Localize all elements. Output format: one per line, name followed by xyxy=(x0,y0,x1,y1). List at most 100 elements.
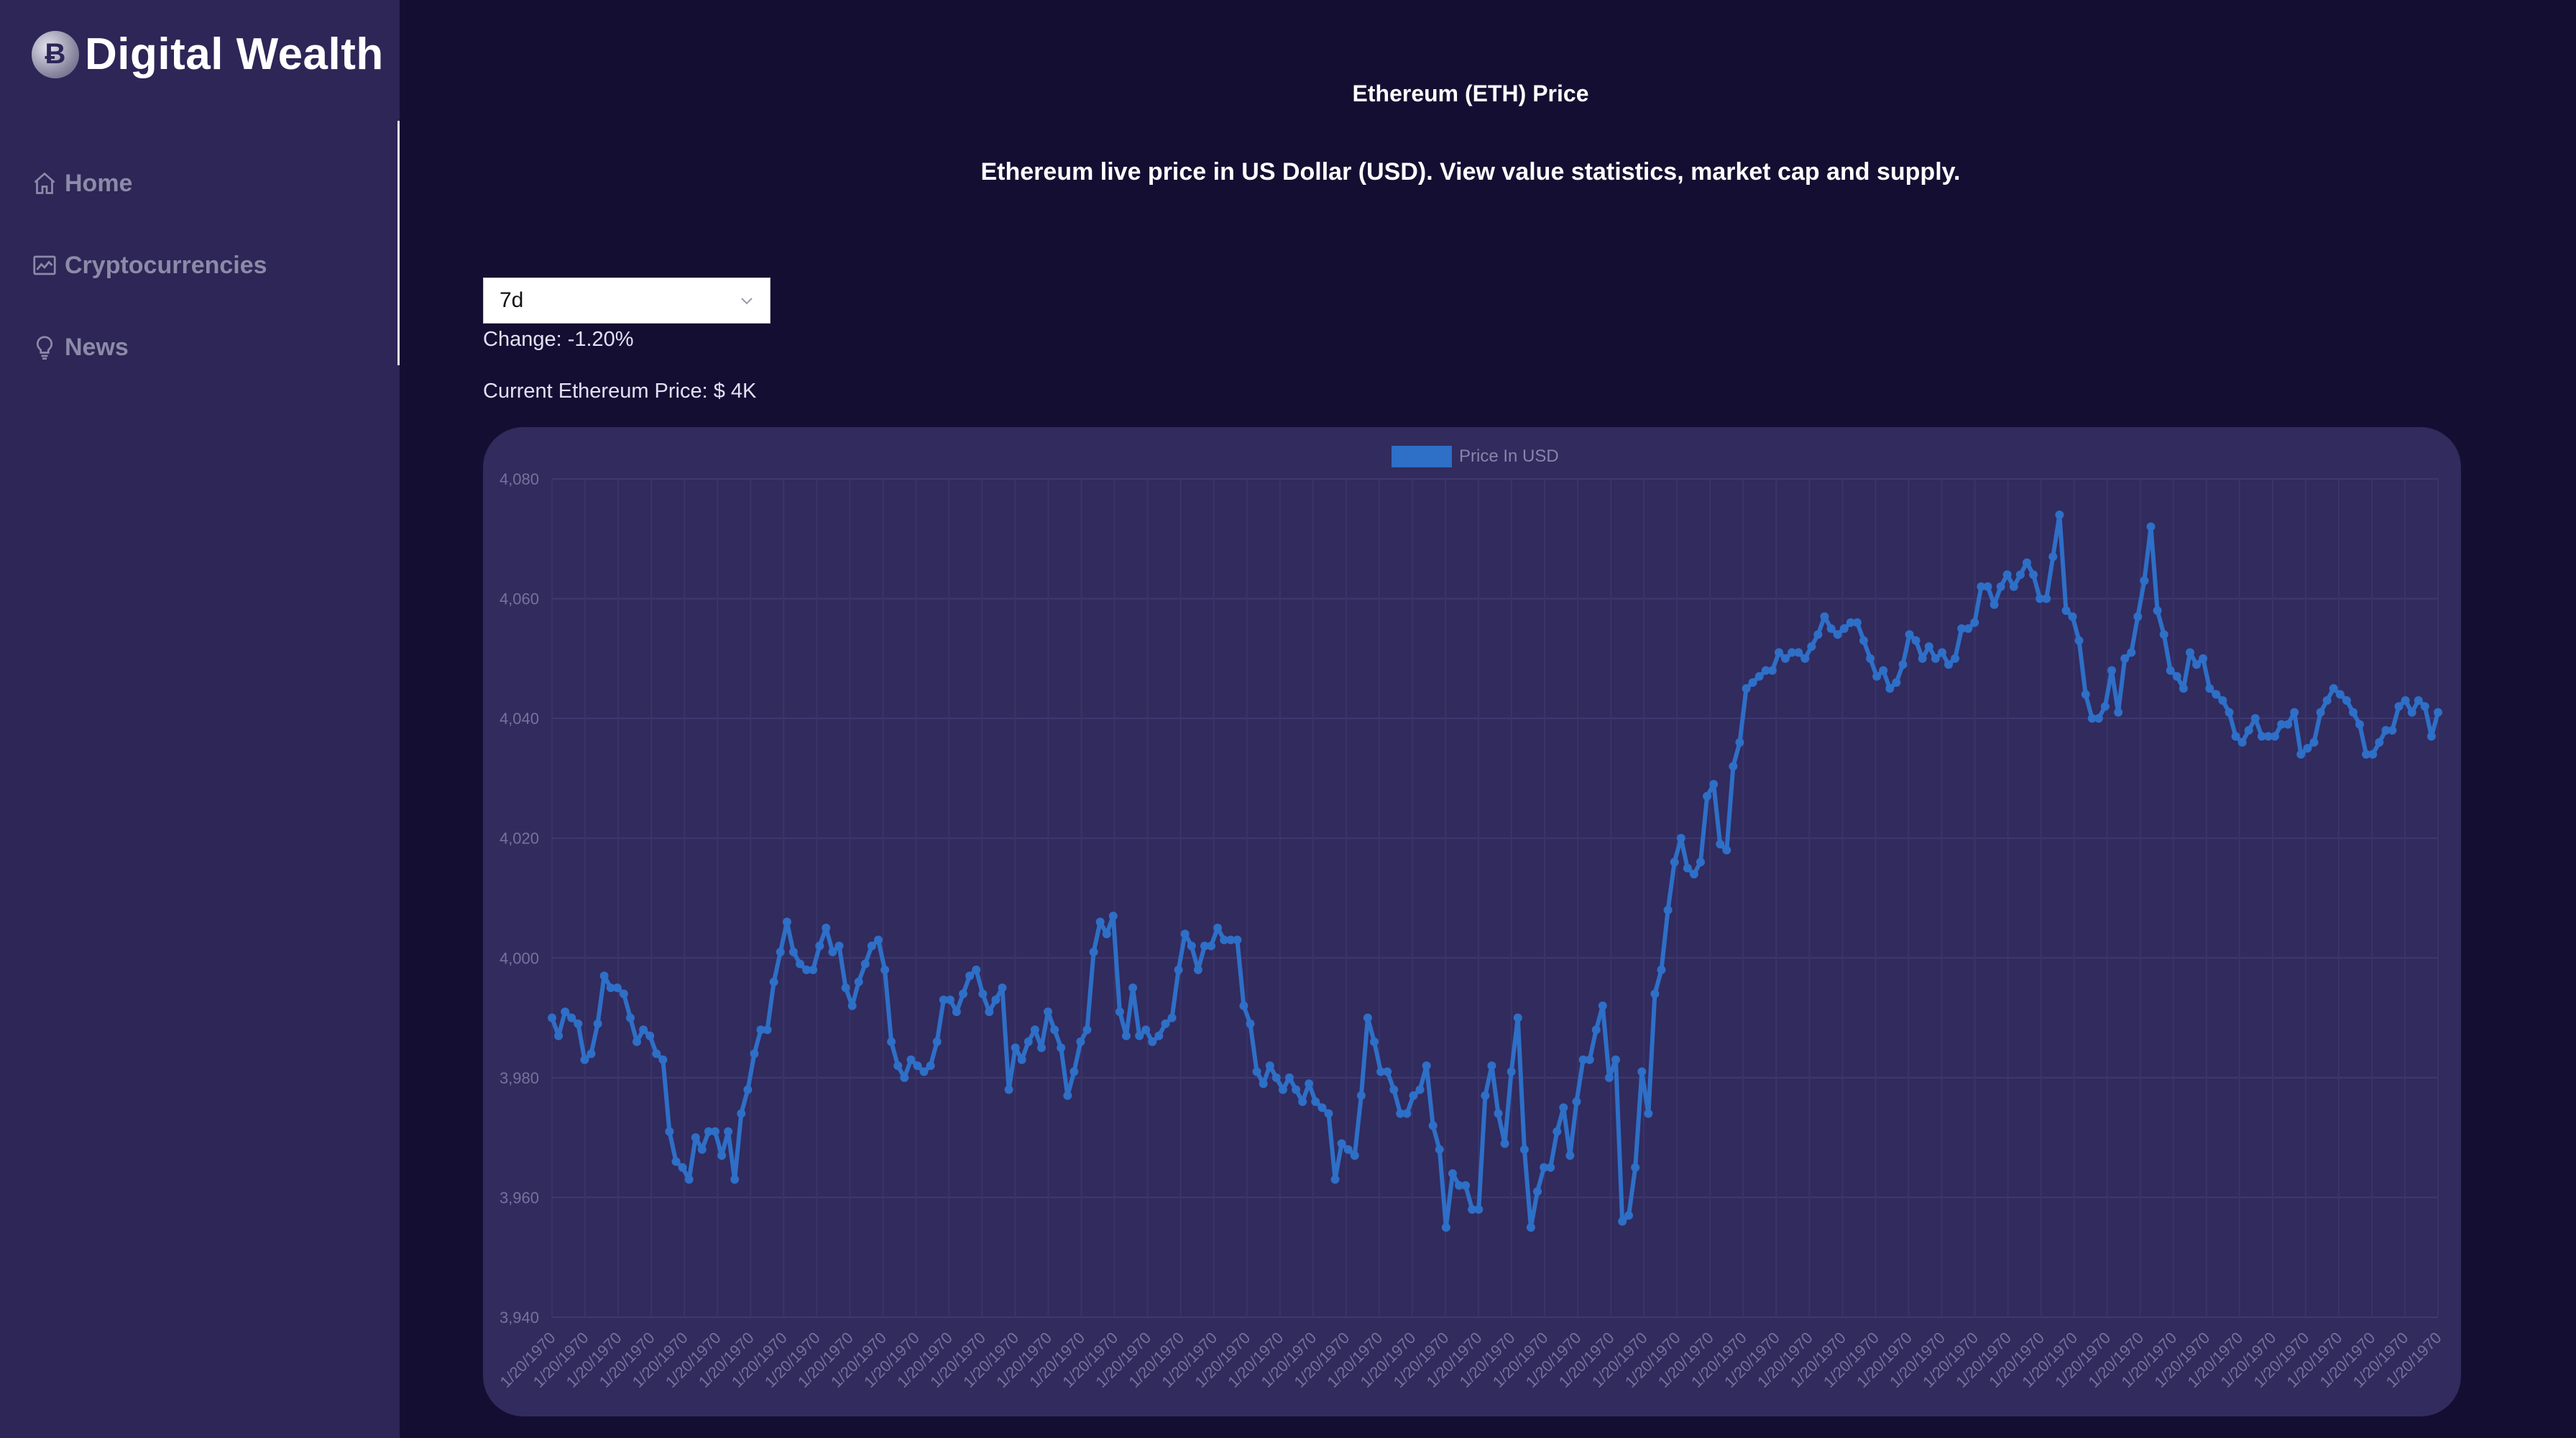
data-point xyxy=(1115,1007,1124,1017)
data-point xyxy=(1513,1013,1522,1022)
data-point xyxy=(1611,1055,1620,1064)
data-point xyxy=(1839,624,1849,633)
brand[interactable]: Ƀ Digital Wealth xyxy=(32,29,384,80)
data-point xyxy=(2023,558,2031,567)
data-point xyxy=(2263,732,2273,741)
data-point xyxy=(1448,1169,1457,1178)
data-point xyxy=(1409,1091,1418,1100)
data-point xyxy=(1161,1019,1170,1028)
logo-glyph: Ƀ xyxy=(45,38,66,70)
data-point xyxy=(1905,630,1914,639)
data-point xyxy=(1226,935,1236,945)
data-point xyxy=(2329,684,2338,693)
chart-legend[interactable]: Price In USD xyxy=(1392,446,1559,467)
data-point xyxy=(2414,696,2423,705)
y-tick-label: 3,980 xyxy=(500,1069,539,1087)
data-point xyxy=(1050,1025,1059,1035)
data-point xyxy=(1200,941,1209,951)
page-title: Ethereum (ETH) Price xyxy=(1352,81,1589,106)
data-point xyxy=(1481,1091,1490,1100)
data-point xyxy=(2250,714,2260,723)
data-point xyxy=(2087,714,2097,723)
data-point xyxy=(580,1055,589,1064)
sidebar-divider xyxy=(397,121,400,365)
data-point xyxy=(1918,654,1927,663)
data-point xyxy=(1095,917,1105,927)
data-point xyxy=(1820,612,1829,621)
sidebar-item-home[interactable]: Home xyxy=(32,142,267,224)
data-point xyxy=(2146,522,2156,531)
data-point xyxy=(2186,648,2194,657)
data-point xyxy=(574,1019,583,1028)
data-point xyxy=(2225,707,2234,717)
data-point xyxy=(2388,725,2397,735)
data-point xyxy=(2296,750,2306,759)
data-point xyxy=(645,1031,655,1040)
chart-svg: 4,080 4,060 4,040 4,020 4,000 3,980 3,960 3,940… xyxy=(497,470,2445,1391)
data-point xyxy=(1324,1109,1333,1118)
data-point xyxy=(834,941,844,951)
data-point xyxy=(1271,1073,1281,1082)
data-point xyxy=(2192,660,2202,669)
data-point xyxy=(1924,642,1933,651)
data-point xyxy=(1063,1091,1072,1100)
period-select[interactable]: 7d xyxy=(483,278,770,324)
sidebar-item-cryptocurrencies[interactable]: Cryptocurrencies xyxy=(32,224,267,306)
series-line xyxy=(550,513,2440,1230)
data-point xyxy=(2322,696,2332,705)
data-point xyxy=(1604,1073,1614,1082)
data-point xyxy=(769,977,778,986)
data-point xyxy=(2237,738,2247,747)
data-point xyxy=(737,1109,746,1118)
data-point xyxy=(567,1013,576,1022)
current-price-text: Current Ethereum Price: $ 4K xyxy=(483,380,757,403)
data-point xyxy=(2231,732,2240,741)
data-point xyxy=(2120,654,2130,663)
data-point xyxy=(926,1061,935,1071)
data-point xyxy=(1650,989,1660,999)
data-point xyxy=(1761,666,1770,675)
data-point xyxy=(1108,912,1118,920)
data-point xyxy=(1807,642,1816,651)
data-point xyxy=(978,989,988,999)
coin-logo-icon: Ƀ xyxy=(32,30,79,78)
data-point xyxy=(1716,840,1725,848)
data-point xyxy=(1102,930,1111,938)
sidebar-item-news[interactable]: News xyxy=(32,306,267,388)
data-point xyxy=(2316,707,2325,717)
data-point xyxy=(1703,792,1712,801)
data-point xyxy=(1885,684,1895,693)
data-point xyxy=(2107,666,2116,675)
data-point xyxy=(2068,612,2077,621)
data-point xyxy=(2407,707,2416,717)
data-point xyxy=(991,995,1000,1004)
data-point xyxy=(1683,864,1692,873)
data-point xyxy=(1911,636,1920,645)
data-point xyxy=(1585,1055,1594,1064)
chart-icon xyxy=(33,255,56,275)
legend-swatch xyxy=(1392,446,1452,467)
data-point xyxy=(1519,1145,1529,1154)
data-point xyxy=(724,1127,733,1136)
data-point xyxy=(1644,1109,1653,1118)
data-point xyxy=(1833,630,1842,639)
data-point xyxy=(887,1037,896,1046)
change-text: Change: -1.20% xyxy=(483,328,634,351)
data-point xyxy=(1892,678,1901,687)
data-point xyxy=(2420,702,2429,711)
data-point xyxy=(2271,732,2279,741)
data-point xyxy=(2172,672,2181,681)
data-point xyxy=(1220,935,1229,945)
data-point xyxy=(1735,738,1744,747)
data-point xyxy=(1017,1055,1026,1064)
data-point xyxy=(1852,618,1862,627)
data-point xyxy=(1167,1013,1177,1022)
y-tick-label: 4,060 xyxy=(500,590,539,608)
data-point xyxy=(1089,948,1098,956)
sidebar-item-label: Cryptocurrencies xyxy=(65,251,267,279)
data-point xyxy=(1559,1103,1568,1112)
data-point xyxy=(678,1163,687,1172)
data-point xyxy=(1983,582,1992,591)
data-point xyxy=(1128,983,1138,992)
data-point xyxy=(2061,606,2071,615)
